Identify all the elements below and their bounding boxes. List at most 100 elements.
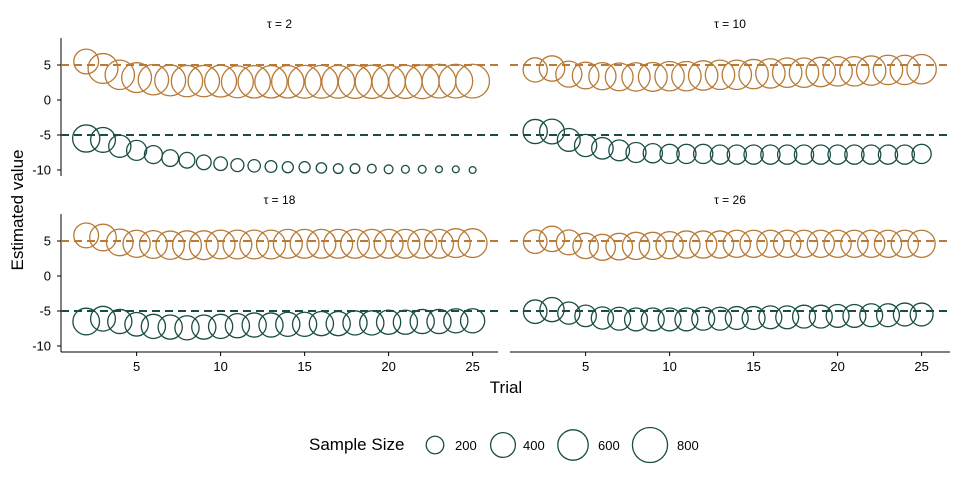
legend-label: 800	[677, 438, 699, 453]
point-lower	[591, 136, 614, 160]
point-lower	[625, 141, 647, 164]
point-lower	[315, 162, 328, 174]
point-upper	[339, 228, 371, 259]
point-upper	[220, 65, 254, 99]
point-lower	[709, 144, 731, 165]
point-upper	[638, 231, 668, 261]
point-lower	[894, 144, 916, 165]
point-lower	[392, 309, 419, 335]
point-upper	[588, 61, 617, 91]
point-lower	[657, 307, 682, 332]
point-upper	[155, 230, 185, 260]
point-lower	[859, 303, 884, 328]
facet-panel: τ = 26 5 10 15 20 25	[510, 193, 950, 374]
point-lower	[877, 144, 899, 165]
point-upper	[839, 55, 870, 87]
point-lower	[325, 310, 351, 337]
point-lower	[72, 307, 101, 336]
point-upper	[604, 62, 634, 92]
point-lower	[89, 126, 117, 153]
point-upper	[805, 56, 837, 88]
point-lower	[108, 134, 132, 158]
point-lower	[409, 308, 435, 335]
point-lower	[443, 308, 469, 334]
point-upper	[255, 229, 287, 260]
point-lower	[308, 310, 335, 337]
point-upper	[739, 229, 768, 259]
point-upper	[572, 232, 599, 260]
point-upper	[588, 233, 617, 261]
point-lower	[810, 144, 832, 165]
point-upper	[522, 229, 548, 255]
point-upper	[187, 64, 221, 98]
x-tick-label: 15	[297, 359, 311, 374]
point-upper	[457, 228, 488, 259]
point-upper	[772, 229, 802, 259]
point-upper	[856, 229, 886, 259]
y-axis-title: Estimated value	[8, 150, 27, 271]
point-upper	[605, 232, 634, 261]
point-upper	[755, 58, 786, 89]
point-lower	[451, 165, 460, 174]
point-upper	[188, 230, 219, 261]
point-lower	[775, 305, 800, 330]
point-upper	[906, 53, 937, 85]
point-upper	[722, 229, 752, 259]
point-upper	[621, 231, 651, 261]
point-lower	[191, 314, 217, 340]
panel-title: τ = 26	[714, 193, 746, 207]
point-lower	[642, 142, 664, 164]
point-upper	[205, 229, 236, 260]
y-tick-label: 5	[44, 58, 51, 73]
point-lower	[909, 302, 934, 327]
point-lower	[574, 304, 597, 328]
point-lower	[842, 303, 867, 328]
point-lower	[71, 124, 101, 153]
point-upper	[323, 228, 354, 259]
point-upper	[687, 60, 719, 91]
point-upper	[154, 64, 187, 97]
point-lower	[691, 306, 716, 331]
point-lower	[825, 303, 850, 328]
point-upper	[89, 223, 117, 252]
point-lower	[459, 308, 486, 334]
point-lower	[844, 144, 865, 165]
point-upper	[289, 228, 320, 259]
point-lower	[659, 143, 680, 165]
point-lower	[676, 143, 697, 165]
y-tick-label: 0	[44, 93, 51, 108]
point-lower	[726, 144, 748, 165]
point-upper	[654, 60, 685, 92]
point-upper	[390, 228, 421, 259]
point-lower	[207, 313, 234, 340]
point-upper	[840, 229, 869, 259]
point-upper	[306, 228, 337, 259]
point-lower	[793, 144, 815, 165]
point-upper	[407, 228, 438, 259]
x-tick-label: 20	[381, 359, 395, 374]
point-upper	[138, 229, 168, 260]
facet-panel: τ = 2 5 0 -5 -10	[32, 17, 498, 178]
point-lower	[281, 161, 294, 174]
panel-title: τ = 10	[714, 17, 746, 31]
point-upper	[704, 59, 736, 91]
x-tick-label: 5	[133, 359, 140, 374]
point-lower	[860, 144, 882, 165]
point-upper	[538, 55, 566, 82]
point-lower	[724, 305, 749, 331]
point-upper	[287, 64, 322, 99]
point-lower	[195, 154, 212, 171]
point-upper	[73, 48, 100, 75]
legend-label: 400	[523, 438, 545, 453]
point-lower	[89, 305, 117, 332]
point-upper	[771, 57, 803, 89]
point-upper	[239, 229, 270, 260]
point-lower	[224, 312, 251, 339]
point-lower	[258, 312, 284, 338]
point-lower	[539, 296, 565, 323]
point-lower	[522, 299, 548, 325]
point-lower	[298, 161, 311, 174]
x-tick-label: 25	[465, 359, 479, 374]
point-lower	[375, 309, 402, 335]
x-tick-label: 25	[914, 359, 928, 374]
